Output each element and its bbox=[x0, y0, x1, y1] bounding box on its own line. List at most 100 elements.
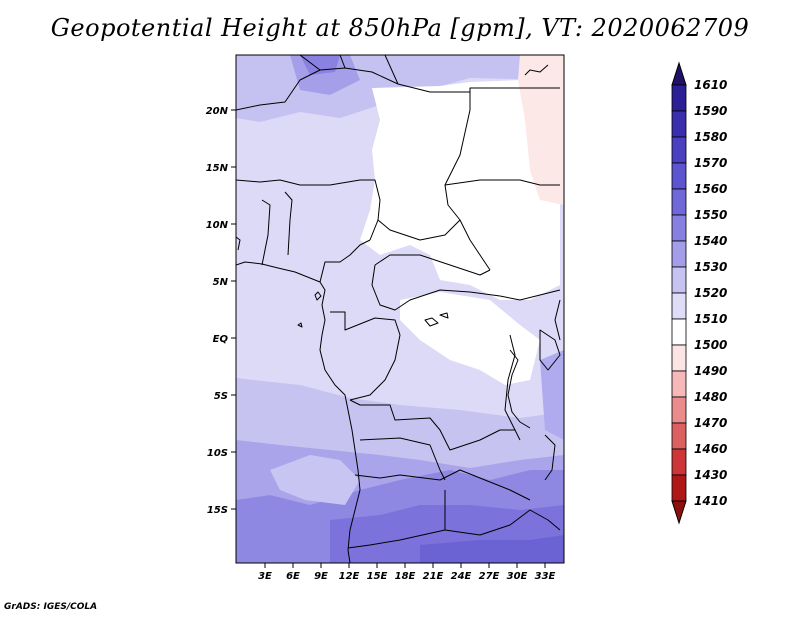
colorbar-label: 1590 bbox=[694, 104, 727, 118]
colorbar-label: 1480 bbox=[694, 390, 727, 404]
colorbar-segment bbox=[671, 162, 687, 190]
lon-label: 33E bbox=[535, 571, 556, 582]
libya-egypt-border bbox=[469, 87, 560, 110]
colorbar-label: 1610 bbox=[694, 78, 727, 92]
colorbar-label: 1410 bbox=[694, 494, 727, 508]
colorbar-label: 1510 bbox=[694, 312, 727, 326]
uganda-kenya-border bbox=[554, 299, 561, 341]
congo-drc-border bbox=[349, 334, 401, 401]
colorbar-segment bbox=[671, 266, 687, 294]
interior-1510-area bbox=[360, 80, 560, 300]
south-africa-border bbox=[444, 509, 561, 536]
colorbar-segment bbox=[671, 344, 687, 372]
botswana-namibia-border bbox=[347, 490, 446, 549]
angola-zambia-border bbox=[359, 437, 446, 481]
sao-tome-island bbox=[297, 322, 303, 328]
colorbar-segment bbox=[671, 422, 687, 450]
lat-label: 5S bbox=[214, 391, 228, 402]
nigeria-cameroon-border bbox=[319, 239, 371, 283]
niger-algeria-border bbox=[339, 55, 346, 69]
colorbar-segment bbox=[671, 292, 687, 320]
lat-label: 15N bbox=[206, 163, 229, 174]
sahel-border bbox=[236, 179, 381, 241]
southwest-1530-blob bbox=[270, 455, 360, 505]
angola-drc-border bbox=[349, 399, 515, 451]
colorbar-label: 1560 bbox=[694, 182, 727, 196]
lat-axis: 20N 15N 10N 5N EQ 5S 10S 15S bbox=[206, 106, 236, 516]
colorbar-segment bbox=[671, 110, 687, 138]
west-coastline bbox=[236, 261, 361, 563]
lon-label: 21E bbox=[423, 571, 444, 582]
colorbar-segment bbox=[671, 240, 687, 268]
colorbar-label: 1470 bbox=[694, 416, 727, 430]
lon-label: 18E bbox=[395, 571, 416, 582]
bioko-island bbox=[314, 291, 322, 301]
colorbar-label: 1520 bbox=[694, 286, 727, 300]
south-sudan-uganda-border bbox=[519, 289, 561, 301]
togo-benin-border bbox=[284, 191, 293, 256]
colorbar-segment bbox=[671, 474, 687, 502]
grads-credit: GrADS: IGES/COLA bbox=[4, 602, 98, 612]
colorbar-segment bbox=[671, 188, 687, 216]
chad-car-border bbox=[377, 219, 461, 241]
north-1550-core bbox=[300, 55, 340, 75]
east-1540-strip bbox=[540, 350, 564, 440]
colorbar-label: 1550 bbox=[694, 208, 727, 222]
colorbar-label: 1580 bbox=[694, 130, 727, 144]
colorbar-segment bbox=[671, 448, 687, 476]
colorbar-bottom-arrow bbox=[671, 500, 687, 525]
lon-label: 30E bbox=[507, 571, 528, 582]
mali-algeria-border bbox=[299, 55, 321, 71]
lon-label: 6E bbox=[286, 571, 300, 582]
lon-label: 15E bbox=[367, 571, 388, 582]
lat-label: 10S bbox=[207, 448, 228, 459]
colorbar-segment bbox=[671, 84, 687, 112]
ghana-border bbox=[261, 199, 271, 266]
height-field bbox=[236, 55, 564, 563]
northeast-1500-area bbox=[518, 55, 564, 205]
lon-label: 27E bbox=[479, 571, 500, 582]
colorbar-label: 1430 bbox=[694, 468, 727, 482]
libya-algeria-border bbox=[384, 55, 399, 85]
political-boundaries bbox=[236, 55, 561, 563]
congo-1510-area bbox=[400, 292, 540, 385]
colorbar-segment bbox=[671, 214, 687, 242]
map-frame bbox=[235, 54, 565, 564]
colorbar-label: 1570 bbox=[694, 156, 727, 170]
lat-label: EQ bbox=[213, 334, 229, 345]
inland-lake bbox=[424, 317, 439, 327]
lon-label: 12E bbox=[339, 571, 360, 582]
sinai-coast bbox=[524, 64, 549, 76]
car-south-border bbox=[374, 254, 491, 276]
lake-malawi bbox=[544, 434, 556, 481]
lat-label: 5N bbox=[213, 277, 229, 288]
gabon-congo-border bbox=[330, 311, 401, 336]
zambia-south-border bbox=[354, 469, 531, 501]
lat-label: 20N bbox=[206, 106, 229, 117]
map-title: Geopotential Height at 850hPa [gpm], VT:… bbox=[50, 14, 750, 42]
lon-axis: 3E 6E 9E 12E 15E 18E 21E 24E 27E 30E 33E bbox=[258, 563, 556, 582]
drc-east-border bbox=[504, 334, 521, 441]
colorbar-label: 1460 bbox=[694, 442, 727, 456]
chad-sudan-border bbox=[444, 109, 491, 271]
colorbar: 1610 1590 1580 1570 1560 1550 1540 1530 1520 1510… bbox=[671, 61, 727, 525]
colorbar-segment bbox=[671, 396, 687, 424]
colorbar-top-arrow bbox=[671, 61, 687, 86]
colorbar-label: 1490 bbox=[694, 364, 727, 378]
colorbar-label: 1500 bbox=[694, 338, 727, 352]
lon-label: 9E bbox=[314, 571, 328, 582]
west-coast-stub bbox=[236, 236, 241, 251]
colorbar-label: 1530 bbox=[694, 260, 727, 274]
lake-tanganyika bbox=[507, 349, 531, 429]
colorbar-label: 1540 bbox=[694, 234, 727, 248]
inland-lake-2 bbox=[439, 312, 449, 319]
sudan-egypt-line bbox=[444, 179, 560, 186]
lon-label: 3E bbox=[258, 571, 272, 582]
lat-label: 10N bbox=[206, 220, 229, 231]
south-1570-band bbox=[420, 535, 564, 563]
car-drc-border bbox=[371, 264, 521, 311]
lat-label: 15S bbox=[207, 505, 228, 516]
colorbar-segment bbox=[671, 318, 687, 346]
lon-label: 24E bbox=[451, 571, 472, 582]
